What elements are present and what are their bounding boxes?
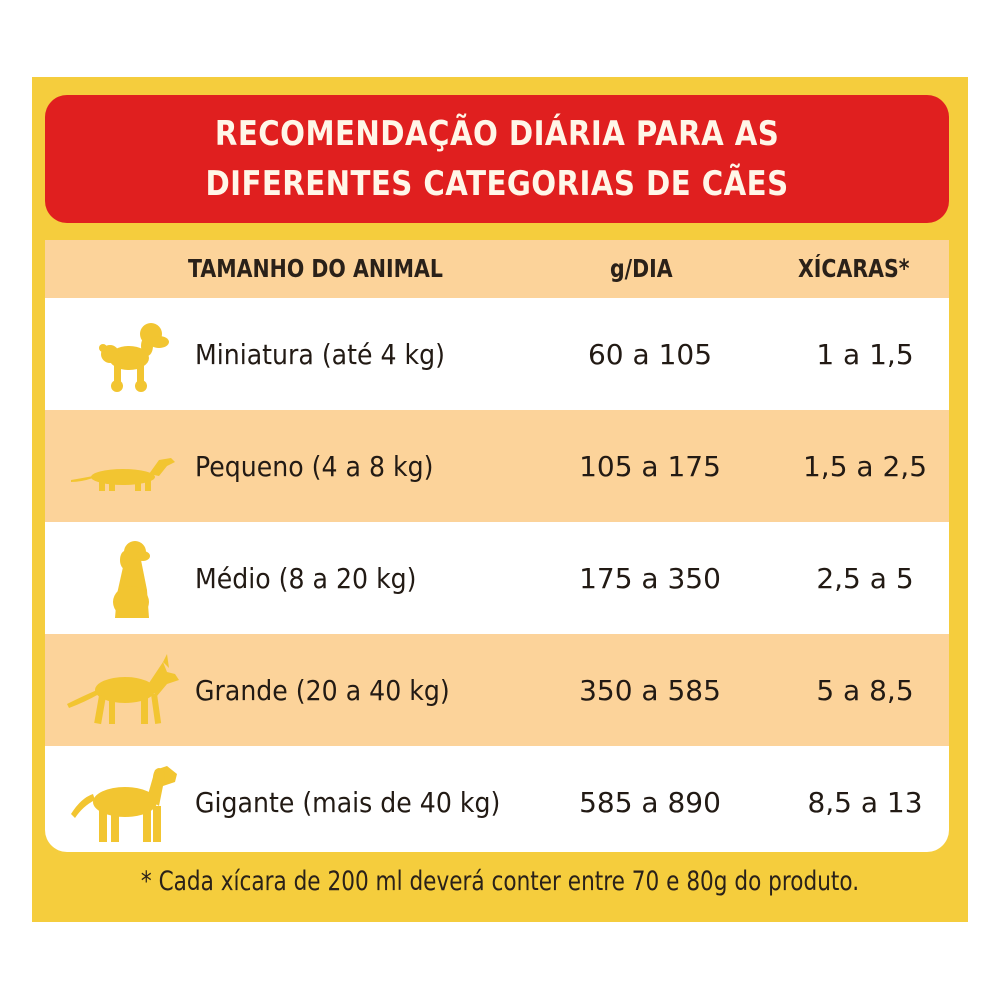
table-row: Miniatura (até 4 kg) 60 a 105 1 a 1,5 [45, 298, 949, 410]
table-row: Médio (8 a 20 kg) 175 a 350 2,5 a 5 [45, 522, 949, 634]
row-grams: 60 a 105 [587, 337, 713, 371]
header-cups: XÍCARAS* [798, 254, 910, 283]
row-size: Pequeno (4 a 8 kg) [195, 449, 434, 483]
footnote: * Cada xícara de 200 ml deverá conter en… [140, 866, 860, 897]
row-cups: 1,5 a 2,5 [802, 449, 928, 483]
row-size: Gigante (mais de 40 kg) [195, 785, 501, 819]
feeding-table: TAMANHO DO ANIMAL g/DIA XÍCARAS* [45, 240, 949, 852]
table-header: TAMANHO DO ANIMAL g/DIA XÍCARAS* [45, 240, 949, 298]
dachshund-icon [63, 422, 183, 512]
row-cups: 5 a 8,5 [816, 673, 914, 707]
header-animal-size: TAMANHO DO ANIMAL [188, 254, 443, 283]
title-banner: RECOMENDAÇÃO DIÁRIA PARA AS DIFERENTES C… [45, 95, 949, 223]
row-size: Grande (20 a 40 kg) [195, 673, 450, 707]
row-grams: 350 a 585 [579, 673, 721, 707]
sitting-dog-icon [63, 534, 183, 624]
table-row: Gigante (mais de 40 kg) 585 a 890 8,5 a … [45, 746, 949, 852]
row-cups: 8,5 a 13 [807, 785, 923, 819]
poodle-icon [63, 310, 183, 400]
row-cups: 2,5 a 5 [816, 561, 914, 595]
row-grams: 175 a 350 [579, 561, 721, 595]
row-grams: 105 a 175 [579, 449, 721, 483]
row-size: Médio (8 a 20 kg) [195, 561, 417, 595]
row-cups: 1 a 1,5 [816, 337, 914, 371]
table-row: Pequeno (4 a 8 kg) 105 a 175 1,5 a 2,5 [45, 410, 949, 522]
title-line-2: DIFERENTES CATEGORIAS DE CÃES [205, 164, 789, 204]
title-line-1: RECOMENDAÇÃO DIÁRIA PARA AS [214, 114, 780, 154]
shepherd-dog-icon [63, 646, 183, 736]
large-dog-icon [63, 758, 183, 848]
table-row: Grande (20 a 40 kg) 350 a 585 5 a 8,5 [45, 634, 949, 746]
row-grams: 585 a 890 [579, 785, 721, 819]
row-size: Miniatura (até 4 kg) [195, 337, 445, 371]
header-grams-per-day: g/DIA [610, 254, 673, 283]
